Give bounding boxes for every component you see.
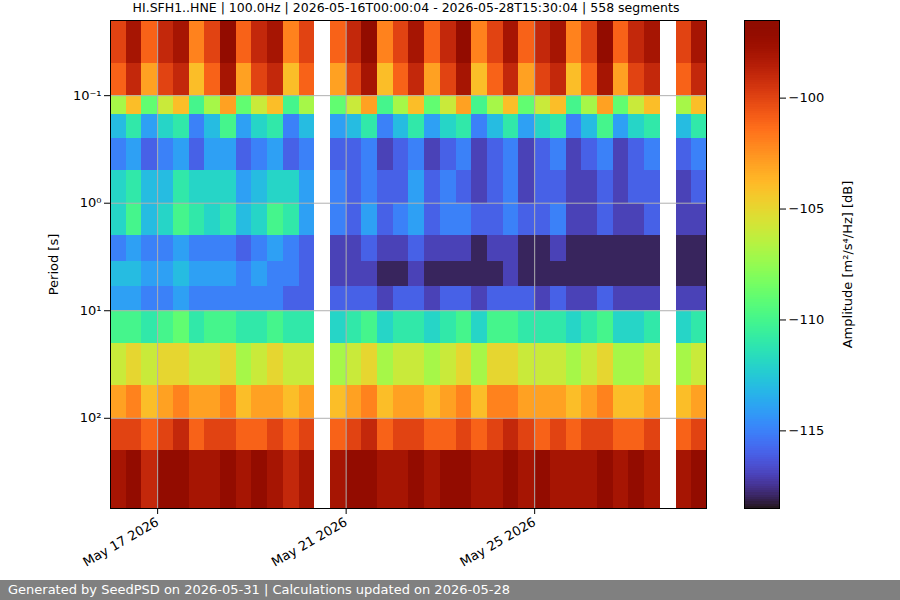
svg-text:10¹: 10¹ xyxy=(80,303,102,318)
html-text:HI.SFH1..HNE | 100.0Hz | 2026-: HI.SFH1..HNE | 100.0Hz | 2026-05-16T00:0… xyxy=(132,0,680,15)
svg-text:May 17 2026: May 17 2026 xyxy=(80,514,161,569)
svg-text:Period [s]: Period [s] xyxy=(46,234,61,296)
svg-text:−115: −115 xyxy=(789,423,825,438)
html-text:Generated by SeedPSD on 2026-0: Generated by SeedPSD on 2026-05-31 | Cal… xyxy=(8,582,510,597)
svg-text:−100: −100 xyxy=(789,90,825,105)
svg-text:Amplitude [m²/s⁴/Hz] [dB]: Amplitude [m²/s⁴/Hz] [dB] xyxy=(840,181,855,349)
svg-text:May 21 2026: May 21 2026 xyxy=(269,514,350,569)
svg-text:10⁻¹: 10⁻¹ xyxy=(73,88,102,103)
svg-text:10²: 10² xyxy=(80,410,102,425)
svg-text:−105: −105 xyxy=(789,201,825,216)
svg-text:May 25 2026: May 25 2026 xyxy=(457,514,538,569)
svg-text:10⁰: 10⁰ xyxy=(80,195,102,210)
svg-text:−110: −110 xyxy=(789,312,825,327)
